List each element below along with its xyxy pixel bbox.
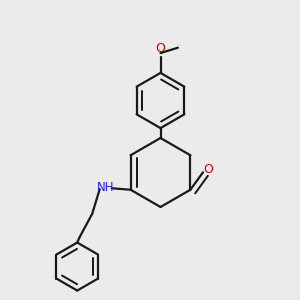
Text: O: O (156, 42, 165, 56)
Text: NH: NH (97, 181, 115, 194)
Text: O: O (203, 164, 213, 176)
